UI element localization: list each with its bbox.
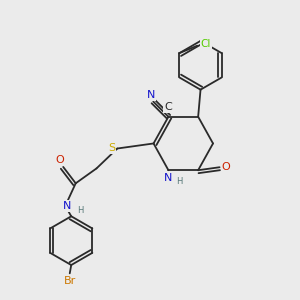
Text: S: S [108,143,116,153]
Text: O: O [56,155,64,165]
Text: H: H [176,177,182,186]
Text: Cl: Cl [200,39,211,49]
Text: N: N [63,201,71,211]
Text: O: O [222,162,230,172]
Text: N: N [164,172,172,183]
Text: N: N [147,90,155,100]
Text: Br: Br [64,276,76,286]
Text: H: H [77,206,83,215]
Text: C: C [164,102,172,112]
